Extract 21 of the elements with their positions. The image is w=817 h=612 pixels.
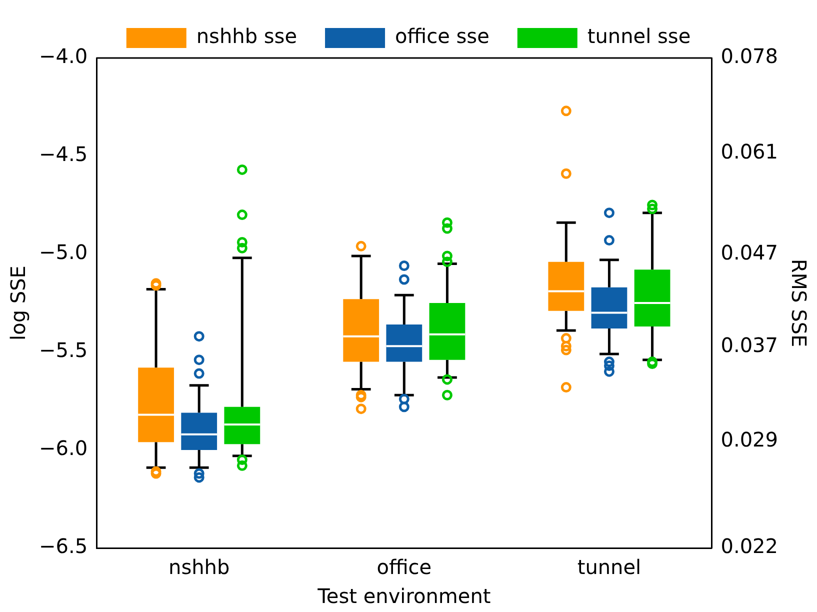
y-tick-label: −6.0: [38, 436, 88, 460]
y-tick-label: −4.5: [38, 142, 88, 166]
y-axis-title: log SSE: [6, 266, 30, 340]
y2-tick-label: 0.037: [720, 332, 778, 357]
x-tick-label: tunnel: [577, 555, 642, 580]
y2-tick-label: 0.022: [720, 534, 778, 558]
y-tick-label: −4.0: [38, 44, 88, 68]
y2-tick-label: 0.047: [720, 240, 778, 264]
y2-tick-label: 0.029: [720, 427, 778, 452]
y2-tick-label: 0.078: [720, 44, 778, 68]
y2-tick-label: 0.061: [720, 139, 778, 164]
x-tick-label: nshhb: [168, 555, 230, 580]
y-tick-label: −6.5: [38, 534, 88, 558]
y-tick-label: −5.5: [38, 338, 88, 362]
y2-axis-title: RMS SSE: [786, 258, 811, 348]
x-tick-label: office: [376, 555, 432, 580]
legend-label: tunnel sse: [587, 24, 691, 48]
y-tick-label: −5.0: [38, 240, 88, 264]
legend-label: nshhb sse: [196, 24, 298, 48]
legend-label: office sse: [395, 24, 490, 48]
x-axis-title: Test environment: [316, 584, 491, 608]
